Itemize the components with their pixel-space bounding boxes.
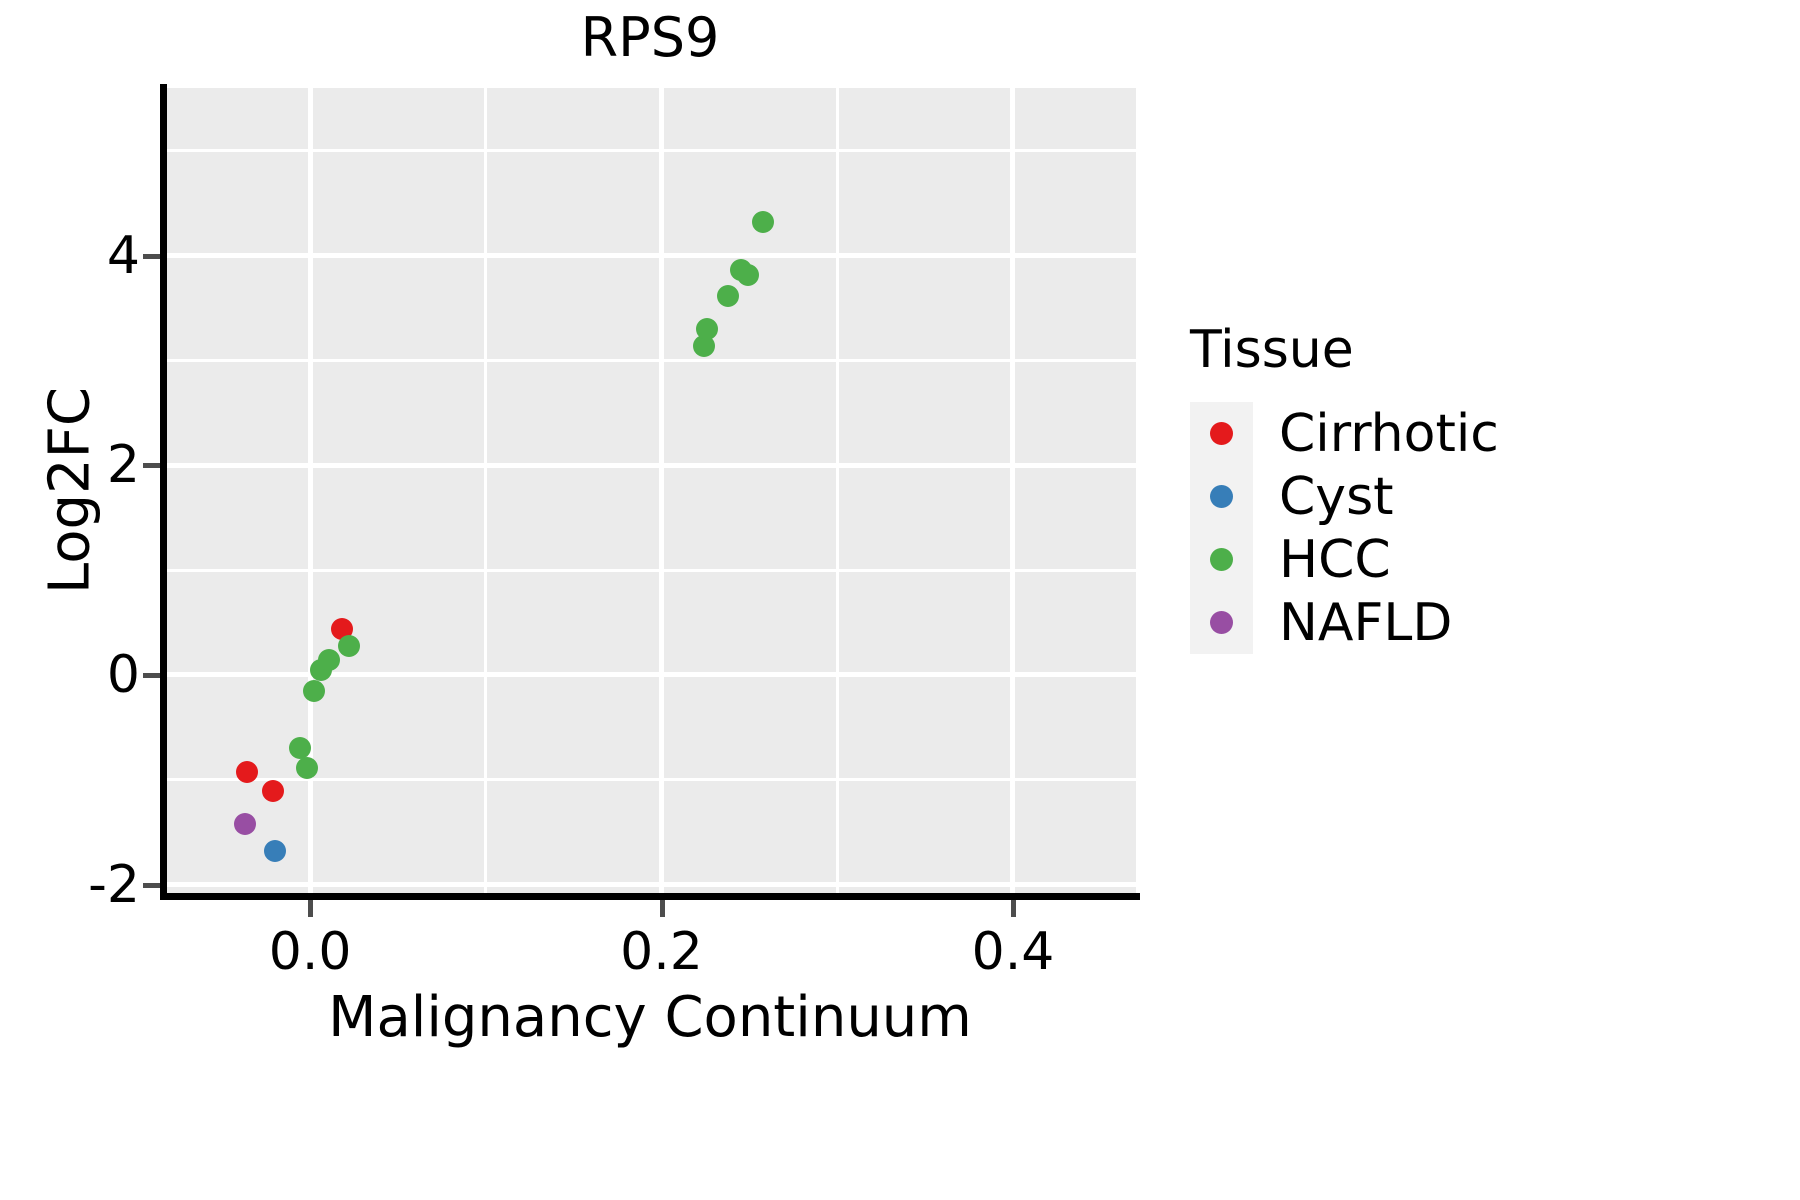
x-tick-label-2: 0.4 <box>971 922 1055 982</box>
legend-dot-icon <box>1210 611 1233 634</box>
x-axis-label: Malignancy Continuum <box>328 985 972 1050</box>
legend-dot-icon <box>1210 422 1233 445</box>
data-point-nafld <box>234 812 257 835</box>
legend-item-label: Cirrhotic <box>1279 403 1499 464</box>
legend-item-nafld[interactable]: NAFLD <box>1190 591 1790 654</box>
y-tick-label-1: 0 <box>106 644 140 705</box>
gridline-y-0 <box>166 882 1136 888</box>
legend: Tissue Cirrhotic Cyst HCC NAFLD <box>1190 320 1790 654</box>
data-point-hcc <box>696 318 719 341</box>
x-tick-0 <box>308 900 314 917</box>
plot-panel <box>166 88 1136 895</box>
y-tick-label-2: 2 <box>106 435 140 496</box>
y-tick-label-3: 4 <box>106 225 140 286</box>
y-axis-label: Log2FC <box>37 387 103 594</box>
gridline-y-minor-3 <box>166 149 1136 153</box>
y-axis-line <box>160 84 167 899</box>
gridline-x-1 <box>659 88 665 895</box>
x-axis-line <box>160 893 1140 900</box>
legend-item-cyst[interactable]: Cyst <box>1190 465 1790 528</box>
gridline-x-0 <box>307 88 313 895</box>
x-tick-2 <box>1010 900 1016 917</box>
gridline-y-1 <box>166 672 1136 678</box>
y-tick-2 <box>143 463 160 469</box>
data-point-hcc <box>295 757 318 780</box>
data-point-cirrhotic <box>262 780 285 803</box>
legend-title: Tissue <box>1190 320 1354 380</box>
x-tick-1 <box>659 900 665 917</box>
y-tick-3 <box>143 253 160 259</box>
data-point-hcc <box>318 649 341 672</box>
legend-item-label: Cyst <box>1279 466 1394 527</box>
gridline-y-minor-0 <box>166 778 1136 782</box>
page-title: RPS9 <box>580 6 720 69</box>
legend-item-hcc[interactable]: HCC <box>1190 528 1790 591</box>
gridline-y-minor-1 <box>166 568 1136 572</box>
y-tick-1 <box>143 672 160 678</box>
data-point-hcc <box>302 679 325 702</box>
legend-key-swatch <box>1190 402 1253 465</box>
data-point-hcc <box>736 263 759 286</box>
data-point-hcc <box>692 334 715 357</box>
legend-key-swatch <box>1190 528 1253 591</box>
legend-items: Cirrhotic Cyst HCC NAFLD <box>1190 402 1790 654</box>
data-point-cyst <box>263 839 286 862</box>
data-point-cirrhotic <box>330 617 353 640</box>
y-tick-label-0: -2 <box>88 854 140 915</box>
legend-item-label: NAFLD <box>1279 592 1453 653</box>
legend-key-swatch <box>1190 465 1253 528</box>
y-tick-0 <box>143 882 160 888</box>
gridline-x-minor-2 <box>835 88 839 895</box>
legend-item-label: HCC <box>1279 529 1391 590</box>
data-point-hcc <box>337 634 360 657</box>
legend-item-cirrhotic[interactable]: Cirrhotic <box>1190 402 1790 465</box>
data-point-hcc <box>288 737 311 760</box>
gridline-y-2 <box>166 462 1136 468</box>
gridline-y-minor-2 <box>166 358 1136 362</box>
x-tick-label-1: 0.2 <box>620 922 703 982</box>
x-tick-label-0: 0.0 <box>268 922 352 982</box>
data-point-hcc <box>752 211 775 234</box>
data-point-cirrhotic <box>235 761 258 784</box>
legend-dot-icon <box>1210 548 1233 571</box>
legend-key-swatch <box>1190 591 1253 654</box>
data-point-hcc <box>717 284 740 307</box>
gridline-y-3 <box>166 253 1136 259</box>
gridline-x-minor-1 <box>484 88 488 895</box>
legend-dot-icon <box>1210 485 1233 508</box>
gridline-x-2 <box>1010 88 1016 895</box>
